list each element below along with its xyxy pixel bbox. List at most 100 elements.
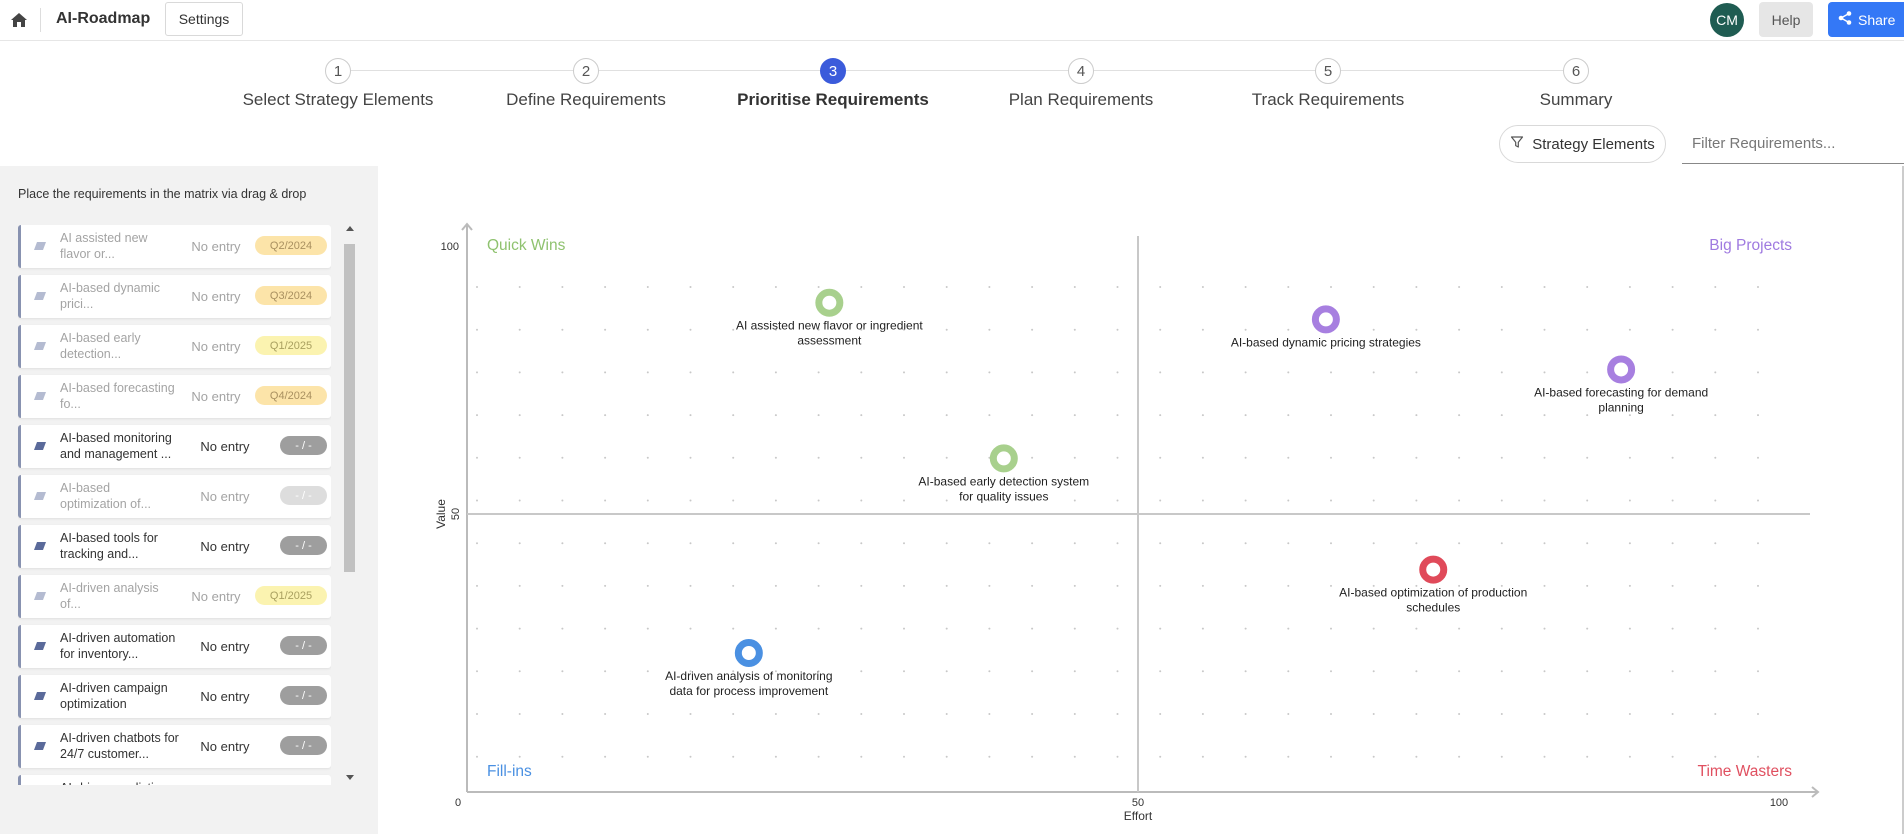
- requirement-card[interactable]: AI-driven automation for inventory... No …: [18, 625, 331, 668]
- home-icon[interactable]: [8, 8, 30, 32]
- scrollbar-thumb[interactable]: [344, 244, 355, 572]
- quadrant-label: Big Projects: [1709, 237, 1792, 254]
- requirement-card[interactable]: AI-based forecasting fo... No entry Q4/202…: [18, 375, 331, 418]
- requirement-card[interactable]: AI-based monitoring and management ... No…: [18, 425, 331, 468]
- share-button[interactable]: Share: [1828, 2, 1904, 37]
- step-label: Prioritise Requirements: [737, 90, 929, 109]
- quarter-badge: - / -: [280, 636, 327, 655]
- filter-requirements-input[interactable]: [1682, 124, 1904, 164]
- step-5[interactable]: 5 Track Requirements: [1218, 58, 1438, 110]
- drag-handle-icon[interactable]: [33, 691, 47, 701]
- requirement-card[interactable]: AI-driven analysis of... No entry Q1/2025: [18, 575, 331, 618]
- step-number: 4: [1068, 58, 1094, 84]
- step-2[interactable]: 2 Define Requirements: [476, 58, 696, 110]
- requirement-card[interactable]: AI-driven chatbots for 24/7 customer... N…: [18, 725, 331, 768]
- requirement-entry: No entry: [200, 489, 250, 504]
- panel-divider: [1902, 166, 1904, 834]
- requirement-card[interactable]: AI-driven campaign optimization No entry -…: [18, 675, 331, 718]
- drag-handle-icon[interactable]: [33, 341, 47, 351]
- priority-matrix[interactable]: 0 50 100 100 50 Effort Value Quick Wins Big Proj…: [378, 166, 1904, 834]
- requirement-entry: No entry: [200, 539, 250, 554]
- requirement-title: AI-based optimization of...: [60, 481, 152, 511]
- step-number: 5: [1315, 58, 1341, 84]
- quarter-badge: Q3/2024: [255, 286, 327, 305]
- drag-handle-icon[interactable]: [33, 741, 47, 751]
- step-number: 2: [573, 58, 599, 84]
- step-3[interactable]: 3 Prioritise Requirements: [723, 58, 943, 110]
- avatar[interactable]: CM: [1710, 3, 1744, 37]
- settings-button[interactable]: Settings: [165, 2, 243, 36]
- drag-handle-icon[interactable]: [33, 441, 47, 451]
- requirement-title: AI-based tools for tracking and...: [60, 531, 158, 561]
- scroll-down-icon[interactable]: [346, 775, 354, 780]
- requirement-card[interactable]: AI assisted new flavor or... No entry Q2/2…: [18, 225, 331, 268]
- drag-handle-icon[interactable]: [33, 291, 47, 301]
- step-number: 6: [1563, 58, 1589, 84]
- drag-handle-icon[interactable]: [33, 391, 47, 401]
- requirement-marker-center: [1616, 364, 1626, 374]
- requirement-card[interactable]: AI-based tools for tracking and... No ent…: [18, 525, 331, 568]
- requirement-entry: No entry: [191, 289, 241, 304]
- drag-handle-icon[interactable]: [33, 241, 47, 251]
- requirements-panel: Place the requirements in the matrix via…: [0, 166, 378, 834]
- requirement-marker-label: planning: [1598, 400, 1643, 414]
- quarter-badge: Q2/2024: [255, 236, 327, 255]
- requirement-marker-label: AI assisted new flavor or ingredient: [736, 319, 923, 333]
- requirement-entry: No entry: [191, 589, 241, 604]
- y-tick-label: 100: [441, 241, 459, 253]
- drag-handle-icon[interactable]: [33, 641, 47, 651]
- step-number: 3: [820, 58, 846, 84]
- drag-handle-icon[interactable]: [33, 541, 47, 551]
- requirement-entry: No entry: [200, 689, 250, 704]
- top-bar: AI-Roadmap Settings CM Help Share: [0, 0, 1904, 41]
- requirement-marker-label: for quality issues: [959, 489, 1048, 503]
- matrix-grid: [476, 286, 1759, 758]
- quarter-badge: - / -: [280, 436, 327, 455]
- quarter-badge: - / -: [280, 536, 327, 555]
- requirement-card[interactable]: AI-based early detection... No entry Q1/20…: [18, 325, 331, 368]
- drag-handle-icon[interactable]: [33, 591, 47, 601]
- requirement-marker[interactable]: [989, 444, 1018, 473]
- y-tick-label: 50: [450, 508, 462, 520]
- requirement-marker-label: assessment: [797, 334, 862, 348]
- requirement-title: AI-driven automation for inventory...: [60, 631, 176, 661]
- requirement-card[interactable]: AI-driven predictive...: [18, 775, 331, 785]
- requirement-title: AI-based monitoring and management ...: [60, 431, 172, 461]
- panel-instruction: Place the requirements in the matrix via…: [18, 187, 307, 201]
- requirement-marker[interactable]: [1419, 555, 1448, 584]
- requirement-entry: No entry: [191, 339, 241, 354]
- requirement-marker-center: [999, 453, 1009, 463]
- requirement-card[interactable]: AI-based optimization of... No entry - / -: [18, 475, 331, 518]
- quadrant-label: Quick Wins: [487, 237, 566, 254]
- requirement-title: AI-driven predictive...: [60, 780, 180, 785]
- requirement-marker-label: AI-driven analysis of monitoring: [665, 669, 832, 683]
- requirement-marker-center: [1321, 314, 1331, 324]
- requirement-marker-center: [744, 648, 754, 658]
- requirement-marker[interactable]: [1607, 355, 1636, 384]
- share-icon: [1838, 11, 1852, 28]
- quadrant-label: Fill-ins: [487, 763, 532, 780]
- drag-handle-icon[interactable]: [33, 491, 47, 501]
- strategy-elements-filter-button[interactable]: Strategy Elements: [1499, 125, 1666, 163]
- requirement-entry: No entry: [200, 439, 250, 454]
- requirement-title: AI-driven campaign optimization: [60, 681, 168, 711]
- scroll-up-icon[interactable]: [346, 226, 354, 231]
- requirement-marker[interactable]: [815, 288, 844, 317]
- x-tick-label: 0: [455, 797, 461, 809]
- requirement-card[interactable]: AI-based dynamic prici... No entry Q3/2024: [18, 275, 331, 318]
- step-6[interactable]: 6 Summary: [1466, 58, 1686, 110]
- help-button[interactable]: Help: [1759, 2, 1813, 37]
- requirement-marker-center: [824, 298, 834, 308]
- header-divider: [40, 8, 41, 32]
- quarter-badge: - / -: [280, 736, 327, 755]
- requirements-list[interactable]: AI assisted new flavor or... No entry Q2/2…: [18, 225, 331, 785]
- requirement-marker-label: AI-based dynamic pricing strategies: [1231, 335, 1421, 349]
- requirement-entry: No entry: [200, 739, 250, 754]
- y-axis-arrow-icon: [461, 222, 473, 231]
- requirement-marker[interactable]: [1311, 305, 1340, 334]
- step-4[interactable]: 4 Plan Requirements: [971, 58, 1191, 110]
- requirement-marker[interactable]: [734, 639, 763, 667]
- step-1[interactable]: 1 Select Strategy Elements: [228, 58, 448, 110]
- step-label: Define Requirements: [506, 90, 666, 109]
